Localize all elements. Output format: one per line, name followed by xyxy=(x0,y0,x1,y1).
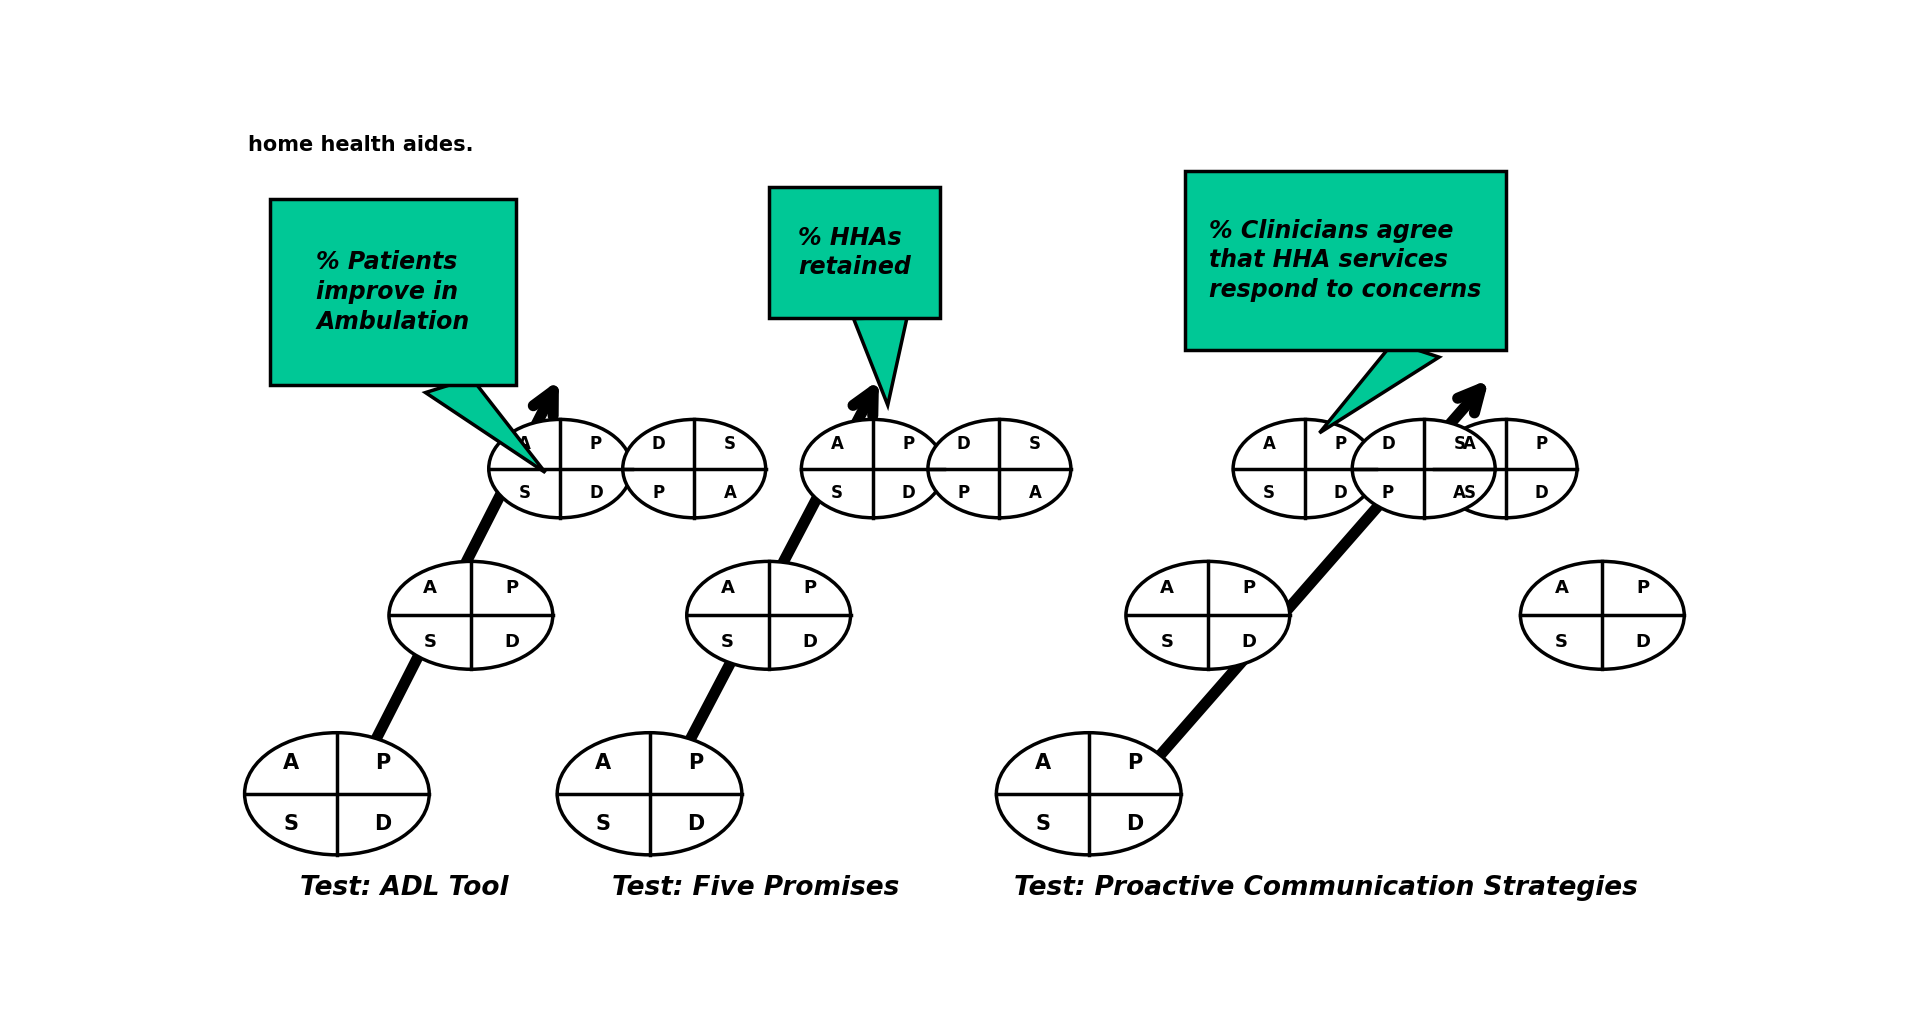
Text: P: P xyxy=(590,435,601,453)
Text: S: S xyxy=(1035,815,1051,834)
Text: P: P xyxy=(688,753,703,774)
Text: D: D xyxy=(375,815,392,834)
Text: P: P xyxy=(1535,435,1548,453)
Text: A: A xyxy=(1035,753,1051,774)
Ellipse shape xyxy=(622,419,766,518)
Text: A: A xyxy=(1028,484,1041,503)
Text: S: S xyxy=(423,633,436,651)
Text: A: A xyxy=(1160,579,1174,597)
Text: D: D xyxy=(590,484,603,503)
Text: D: D xyxy=(1241,633,1256,651)
Ellipse shape xyxy=(1126,561,1289,670)
Text: S: S xyxy=(519,484,530,503)
Text: S: S xyxy=(1030,435,1041,453)
Text: P: P xyxy=(653,484,665,503)
Text: P: P xyxy=(1335,435,1347,453)
Text: D: D xyxy=(651,435,665,453)
Ellipse shape xyxy=(388,561,553,670)
Text: P: P xyxy=(375,753,390,774)
Text: home health aides.: home health aides. xyxy=(248,136,473,156)
Text: A: A xyxy=(724,484,736,503)
Text: S: S xyxy=(596,815,611,834)
Text: P: P xyxy=(1128,753,1143,774)
Ellipse shape xyxy=(1352,419,1495,518)
Polygon shape xyxy=(853,317,907,405)
Text: D: D xyxy=(1126,815,1143,834)
Text: A: A xyxy=(282,753,300,774)
Text: Test: Proactive Communication Strategies: Test: Proactive Communication Strategies xyxy=(1014,874,1639,901)
Text: S: S xyxy=(1454,435,1466,453)
Text: A: A xyxy=(1554,579,1568,597)
Ellipse shape xyxy=(488,419,632,518)
FancyBboxPatch shape xyxy=(1185,171,1506,349)
Text: S: S xyxy=(832,484,843,503)
Text: S: S xyxy=(720,633,734,651)
Text: P: P xyxy=(1381,484,1395,503)
Text: P: P xyxy=(903,435,914,453)
Text: Test: ADL Tool: Test: ADL Tool xyxy=(300,874,509,901)
Text: P: P xyxy=(957,484,970,503)
Text: D: D xyxy=(803,633,816,651)
Text: A: A xyxy=(720,579,734,597)
Text: A: A xyxy=(596,753,611,774)
Text: A: A xyxy=(1464,435,1477,453)
Text: D: D xyxy=(505,633,519,651)
Ellipse shape xyxy=(1521,561,1685,670)
Ellipse shape xyxy=(928,419,1070,518)
Ellipse shape xyxy=(997,732,1181,855)
Text: P: P xyxy=(505,579,519,597)
Text: D: D xyxy=(1333,484,1347,503)
Ellipse shape xyxy=(801,419,945,518)
Text: D: D xyxy=(957,435,970,453)
Text: A: A xyxy=(830,435,843,453)
Ellipse shape xyxy=(557,732,742,855)
FancyBboxPatch shape xyxy=(269,199,515,385)
Text: P: P xyxy=(1243,579,1254,597)
Text: D: D xyxy=(901,484,916,503)
Ellipse shape xyxy=(1435,419,1577,518)
Text: A: A xyxy=(1262,435,1276,453)
Polygon shape xyxy=(1320,342,1439,433)
Text: S: S xyxy=(1464,484,1475,503)
Text: D: D xyxy=(1535,484,1548,503)
Text: P: P xyxy=(1637,579,1650,597)
Ellipse shape xyxy=(688,561,851,670)
Text: % Patients
improve in
Ambulation: % Patients improve in Ambulation xyxy=(317,250,469,334)
Ellipse shape xyxy=(1233,419,1375,518)
Text: S: S xyxy=(1262,484,1276,503)
Text: S: S xyxy=(1160,633,1174,651)
Text: S: S xyxy=(1554,633,1568,651)
Text: A: A xyxy=(423,579,436,597)
Polygon shape xyxy=(425,378,546,473)
Text: A: A xyxy=(1452,484,1466,503)
Text: % HHAs
retained: % HHAs retained xyxy=(797,226,911,279)
Ellipse shape xyxy=(244,732,428,855)
Text: S: S xyxy=(282,815,298,834)
FancyBboxPatch shape xyxy=(768,187,939,318)
Text: D: D xyxy=(1637,633,1650,651)
Text: Test: Five Promises: Test: Five Promises xyxy=(613,874,899,901)
Text: A: A xyxy=(519,435,530,453)
Text: % Clinicians agree
that HHA services
respond to concerns: % Clinicians agree that HHA services res… xyxy=(1210,218,1481,302)
Text: D: D xyxy=(688,815,705,834)
Text: D: D xyxy=(1381,435,1395,453)
Text: P: P xyxy=(803,579,816,597)
Text: S: S xyxy=(724,435,736,453)
